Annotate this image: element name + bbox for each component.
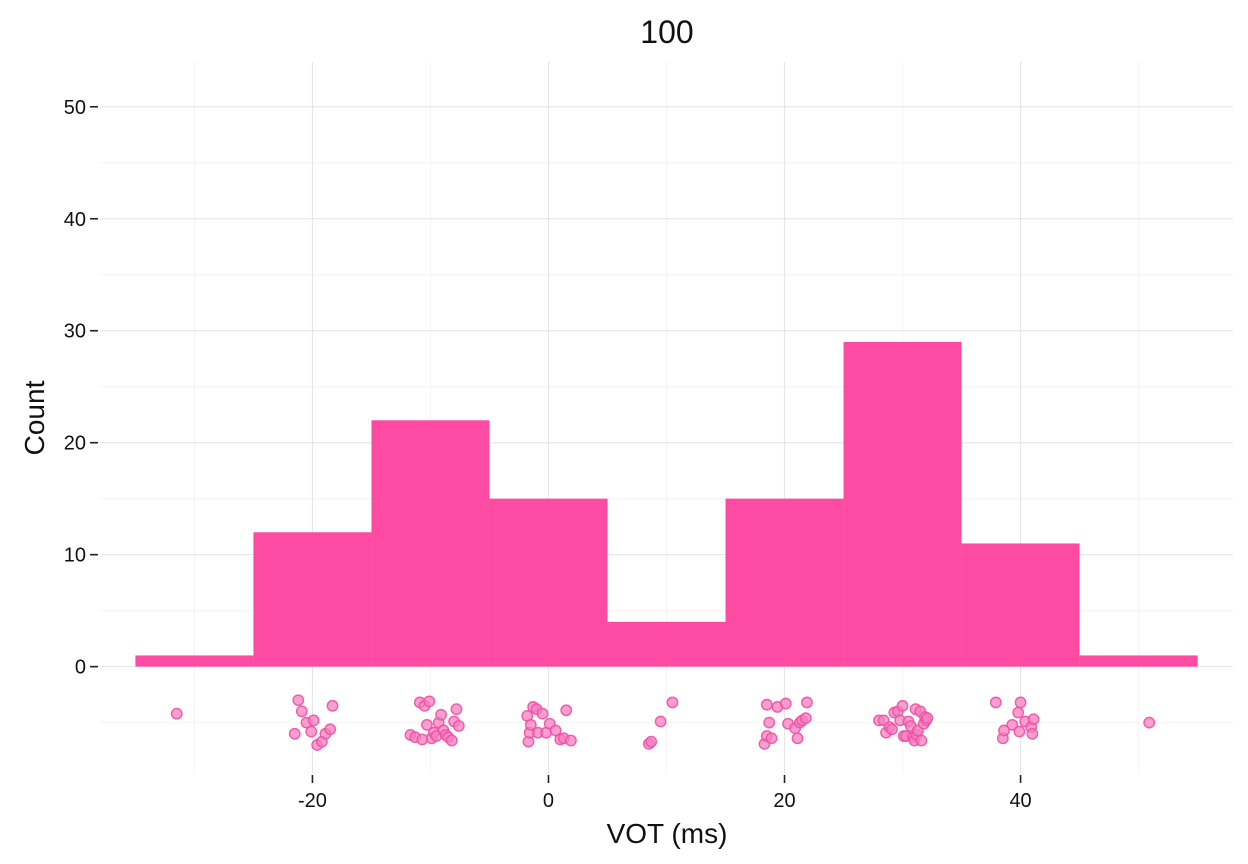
data-point — [536, 707, 549, 720]
data-point — [416, 733, 429, 746]
histogram-bar — [961, 543, 1080, 667]
data-point — [998, 724, 1010, 737]
data-point — [435, 708, 447, 721]
x-axis-title: VOT (ms) — [607, 818, 728, 849]
data-point — [292, 694, 305, 707]
data-point — [1014, 696, 1027, 709]
histogram-bar — [489, 498, 608, 667]
data-point — [295, 705, 308, 718]
data-point — [549, 724, 562, 737]
data-point — [565, 734, 577, 747]
data-point — [560, 704, 573, 717]
x-tick-label: 20 — [773, 790, 795, 812]
data-point — [763, 716, 776, 729]
data-point — [421, 718, 433, 731]
histogram-bar — [135, 655, 254, 667]
data-point — [524, 718, 537, 731]
data-point — [1143, 716, 1156, 729]
data-point — [1006, 718, 1019, 731]
axes: 0 10 20 30 40 50 -20 0 20 40 — [64, 97, 1032, 812]
data-point — [666, 696, 679, 709]
histogram-bar — [371, 420, 490, 667]
data-point — [765, 732, 778, 745]
data-point — [654, 715, 667, 728]
histogram-bar — [253, 532, 372, 667]
histogram-bar — [843, 341, 962, 667]
y-tick-label: 20 — [64, 433, 86, 455]
data-point — [423, 695, 436, 708]
data-point — [896, 699, 909, 712]
data-point — [445, 734, 458, 747]
y-axis-title: Count — [19, 380, 50, 455]
x-tick-label: -20 — [298, 790, 327, 812]
data-point — [1027, 713, 1040, 726]
data-point — [452, 720, 465, 732]
y-tick-label: 30 — [64, 321, 86, 343]
data-point — [305, 725, 318, 738]
jitter-points — [170, 694, 1156, 751]
data-point — [1013, 725, 1026, 738]
x-tick-label: 0 — [543, 790, 554, 812]
data-point — [799, 712, 812, 725]
data-point — [791, 732, 804, 745]
data-point — [1012, 706, 1025, 719]
data-point — [989, 696, 1002, 709]
y-tick-label: 10 — [64, 545, 86, 567]
data-point — [921, 712, 934, 725]
y-tick-label: 40 — [64, 209, 86, 231]
data-point — [760, 698, 773, 711]
y-tick-label: 0 — [75, 657, 86, 679]
x-tick-label: 40 — [1009, 790, 1031, 812]
histogram-bar — [1079, 655, 1198, 667]
data-point — [1026, 727, 1039, 740]
data-point — [915, 734, 928, 747]
data-point — [450, 703, 463, 716]
histogram-bars — [135, 341, 1198, 667]
data-point — [886, 723, 898, 736]
data-point — [326, 699, 339, 712]
data-point — [170, 707, 183, 720]
data-point — [324, 723, 337, 736]
data-point — [645, 735, 658, 748]
y-tick-label: 50 — [64, 97, 86, 119]
histogram-bar — [607, 621, 726, 667]
data-point — [801, 696, 813, 709]
histogram-bar — [725, 498, 844, 667]
chart-title: 100 — [640, 14, 693, 50]
data-point — [779, 697, 792, 710]
data-point — [307, 714, 320, 727]
data-point — [288, 727, 301, 740]
